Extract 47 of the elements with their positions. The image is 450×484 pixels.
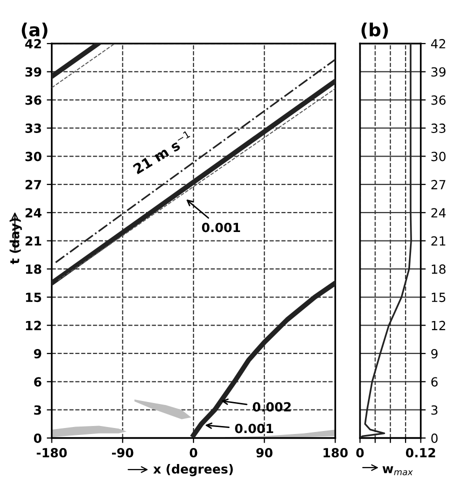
y-tick-label: 9 [431,348,438,358]
y-tick-label: 6 [431,377,438,387]
y-tick-label: 21 [431,236,446,246]
y-tick-label: 15 [432,292,446,302]
y-tick-label: 30 [431,152,446,162]
y-tick-label: 21 [26,236,42,246]
x-tick-label: 0 [356,448,364,458]
y-tick-label: 27 [431,180,446,190]
y-axis-title: t (day) [10,218,22,264]
y-tick-label: 36 [431,95,446,105]
x-axis-title: x (degrees) [153,464,233,476]
x-tick-label: 0 [190,448,198,458]
y-tick-label: 3 [431,405,438,415]
y-tick-label: 30 [25,152,42,162]
y-tick-label: 27 [26,180,42,190]
y-tick-label: 0 [34,433,42,443]
line-series [191,280,336,438]
chart-title: (a) [22,22,48,39]
y-tick-label: 18 [432,264,446,274]
y-tick-label: 33 [25,124,42,134]
y-tick-label: 12 [432,320,446,330]
annotation: 0.001 [202,222,240,232]
y-tick-label: 9 [34,348,42,358]
x-tick-label: -180 [36,448,67,458]
y-tick-label: 24 [431,208,446,218]
y-tick-label: 18 [26,264,42,274]
x-tick-label: 0.12 [406,448,436,458]
y-tick-label: 42 [25,39,41,48]
y-tick-label: 12 [26,320,41,330]
x-tick-label: 90 [256,448,272,458]
annotation: 0.002 [252,402,291,412]
x-tick-label: -90 [112,448,134,458]
x-axis-title: w$_{max}$ [382,466,413,476]
y-tick-label: 42 [431,39,446,48]
y-tick-label: 3 [34,405,42,415]
y-tick-label: 39 [431,67,446,77]
y-tick-label: 39 [25,67,42,77]
y-tick-label: 0 [431,433,438,443]
x-tick-label: 180 [324,448,348,458]
y-tick-label: 15 [26,292,42,302]
annotation: 0.001 [235,424,274,434]
annotation: 21 m s$^{−1}$ [131,130,194,174]
y-tick-label: 6 [34,377,42,387]
chart-title: (b) [362,22,388,39]
y-tick-label: 33 [431,124,446,134]
y-tick-label: 36 [25,95,42,105]
y-tick-label: 24 [26,208,42,218]
